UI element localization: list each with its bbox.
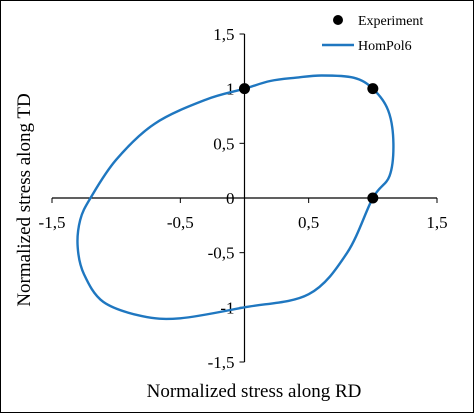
legend: Experiment HomPol6 bbox=[322, 14, 423, 54]
y-tick-label: -1,5 bbox=[208, 353, 235, 372]
y-tick-label: -1 bbox=[220, 298, 234, 317]
experiment-point bbox=[367, 83, 379, 95]
legend-experiment-marker bbox=[333, 15, 343, 25]
x-tick-label: 0,5 bbox=[298, 213, 319, 232]
legend-experiment-label: Experiment bbox=[358, 14, 423, 29]
y-tick-label: 1,5 bbox=[213, 25, 234, 44]
y-axis-title: Normalized stress along TD bbox=[14, 93, 35, 306]
y-tick-label: 0 bbox=[226, 189, 235, 208]
experiment-point bbox=[367, 192, 379, 204]
y-tick-label: 1 bbox=[226, 80, 235, 99]
legend-hompol6-label: HomPol6 bbox=[358, 39, 412, 54]
x-axis-title: Normalized stress along RD bbox=[147, 381, 362, 402]
x-tick-label: -1,5 bbox=[39, 213, 66, 232]
y-tick-label: -0,5 bbox=[208, 244, 235, 263]
hompol6-curve bbox=[76, 74, 395, 321]
experiment-point bbox=[239, 83, 250, 95]
y-tick-label: 0,5 bbox=[213, 134, 234, 153]
x-tick-label: -0,5 bbox=[167, 213, 194, 232]
x-tick-label: 1,5 bbox=[426, 213, 447, 232]
